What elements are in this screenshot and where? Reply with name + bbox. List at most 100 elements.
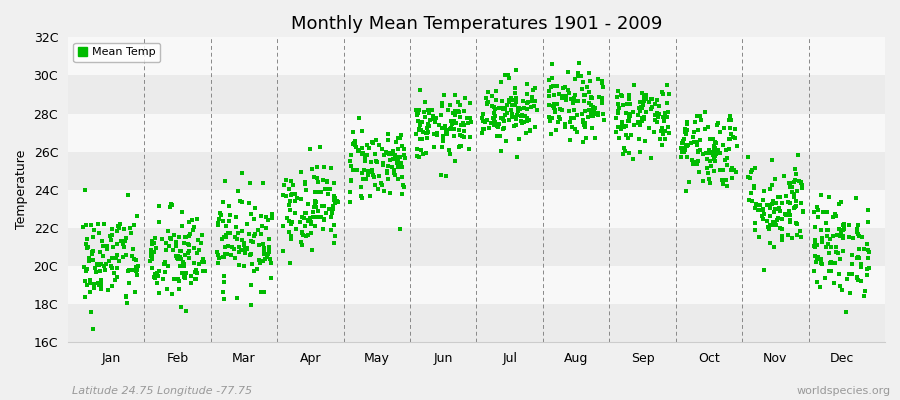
Point	[698, 150, 713, 156]
Point	[187, 245, 202, 251]
Point	[810, 254, 824, 260]
Point	[320, 210, 334, 216]
Point	[650, 96, 664, 103]
Point	[610, 109, 625, 115]
Point	[542, 77, 556, 84]
Point	[823, 236, 837, 242]
Point	[694, 117, 708, 123]
Point	[285, 191, 300, 198]
Point	[145, 238, 159, 244]
Point	[488, 119, 502, 125]
Point	[368, 137, 382, 143]
Point	[623, 113, 637, 119]
Point	[568, 76, 582, 82]
Point	[113, 221, 128, 228]
Point	[131, 262, 146, 269]
Point	[148, 274, 162, 281]
Point	[322, 206, 337, 212]
Point	[326, 202, 340, 209]
Point	[78, 268, 93, 275]
Point	[175, 270, 189, 276]
Point	[763, 205, 778, 212]
Point	[861, 264, 876, 271]
Point	[437, 92, 452, 98]
Point	[818, 220, 832, 226]
Point	[842, 271, 856, 277]
Point	[681, 178, 696, 185]
Point	[175, 248, 189, 255]
Point	[707, 158, 722, 164]
Point	[416, 129, 430, 135]
Point	[219, 244, 233, 250]
Point	[449, 120, 464, 126]
Point	[359, 176, 374, 182]
Point	[755, 212, 770, 219]
Point	[756, 216, 770, 222]
Point	[385, 148, 400, 154]
Point	[771, 206, 786, 213]
Point	[616, 145, 631, 152]
Point	[595, 79, 609, 86]
Point	[636, 98, 651, 105]
Point	[305, 247, 320, 254]
Point	[794, 200, 808, 206]
Point	[582, 70, 597, 77]
Point	[84, 309, 98, 316]
Point	[660, 82, 674, 88]
Point	[94, 280, 108, 286]
Point	[650, 110, 664, 116]
Point	[100, 246, 114, 252]
Point	[409, 131, 423, 138]
Point	[748, 205, 762, 211]
Point	[781, 208, 796, 214]
Point	[306, 209, 320, 215]
Point	[861, 219, 876, 225]
Point	[384, 150, 399, 156]
Point	[216, 289, 230, 295]
Point	[176, 274, 191, 281]
Point	[586, 104, 600, 111]
Point	[756, 207, 770, 213]
Point	[279, 177, 293, 183]
Point	[851, 246, 866, 252]
Point	[752, 234, 767, 240]
Point	[262, 244, 276, 250]
Point	[456, 122, 471, 128]
Point	[397, 184, 411, 190]
Point	[516, 98, 530, 104]
Point	[173, 253, 187, 260]
Point	[686, 134, 700, 140]
Point	[558, 122, 572, 129]
Point	[255, 222, 269, 229]
Point	[703, 136, 717, 142]
Point	[110, 274, 124, 280]
Point	[475, 129, 490, 136]
Point	[496, 105, 510, 111]
Point	[611, 101, 625, 108]
Point	[549, 127, 563, 133]
Point	[461, 120, 475, 126]
Point	[343, 199, 357, 205]
Point	[394, 143, 409, 150]
Point	[653, 128, 668, 134]
Point	[722, 145, 736, 152]
Point	[622, 150, 636, 156]
Point	[702, 147, 716, 153]
Point	[807, 253, 822, 259]
Point	[680, 143, 695, 149]
Point	[484, 120, 499, 126]
Point	[696, 150, 710, 157]
Point	[720, 154, 734, 161]
Point	[703, 150, 717, 156]
Point	[676, 144, 690, 151]
Point	[352, 115, 366, 121]
Point	[434, 172, 448, 178]
Point	[324, 226, 338, 233]
Point	[344, 152, 358, 158]
Point	[742, 174, 757, 181]
Point	[775, 226, 789, 232]
Point	[509, 99, 524, 106]
Point	[284, 192, 298, 198]
Point	[412, 106, 427, 113]
Point	[836, 226, 850, 232]
